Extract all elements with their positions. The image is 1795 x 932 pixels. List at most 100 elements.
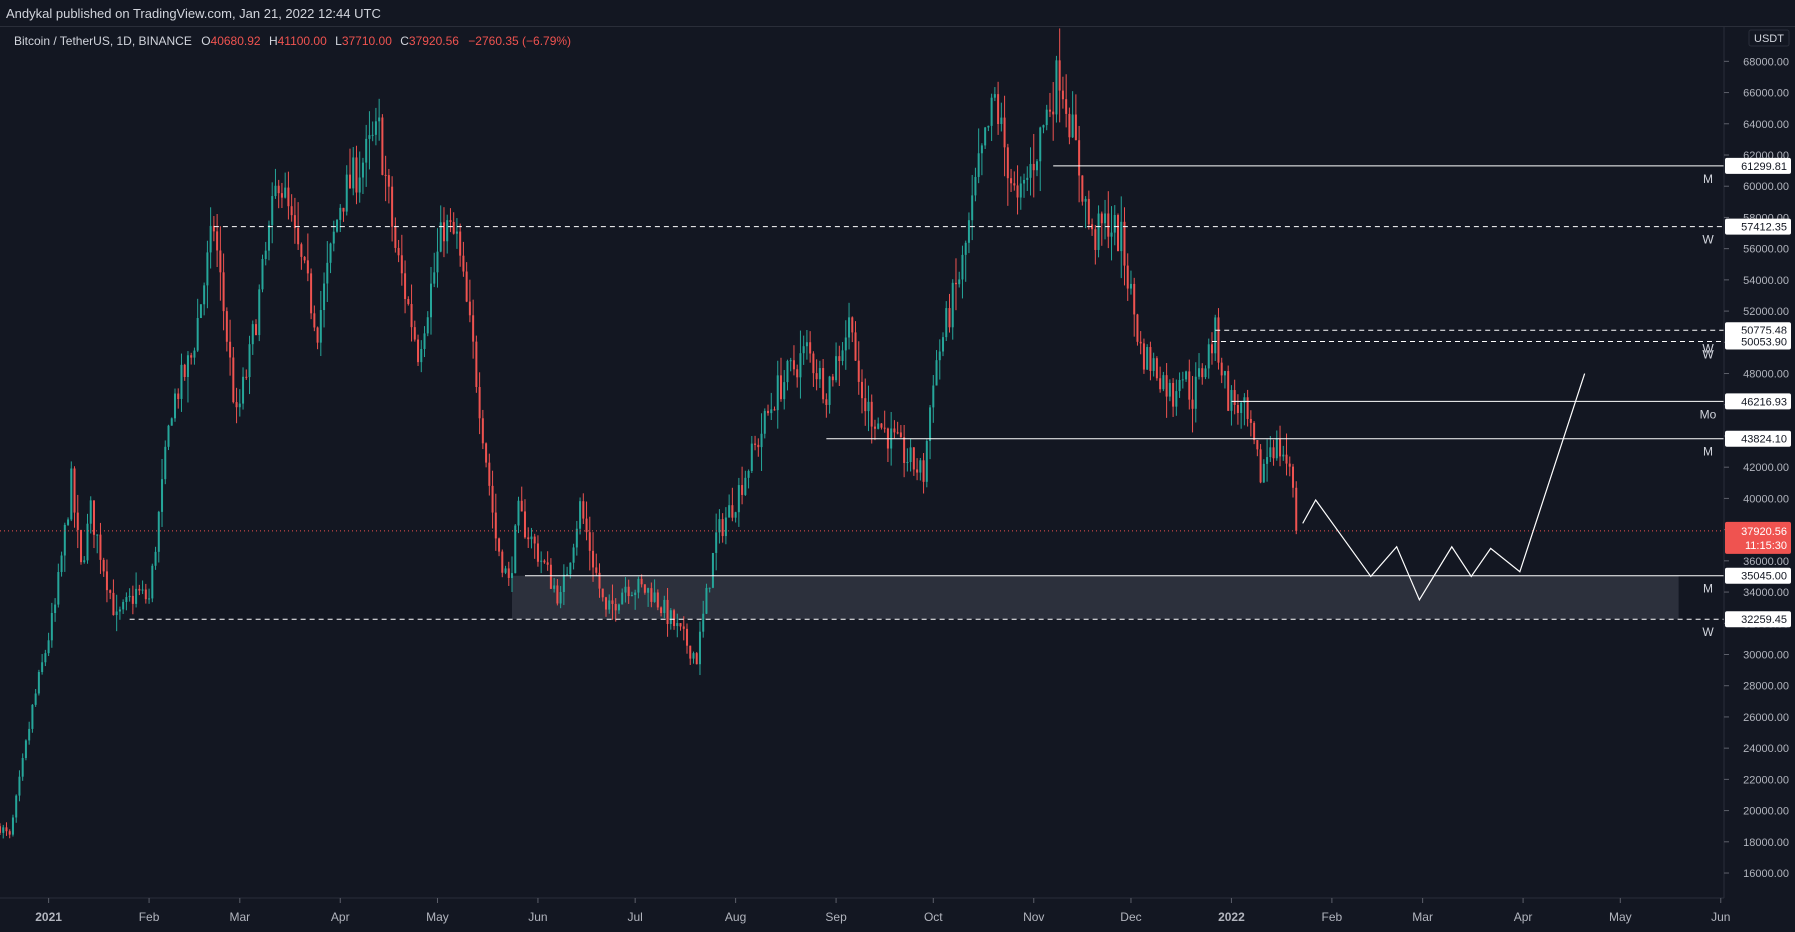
candle xyxy=(329,242,332,274)
level-tag: W xyxy=(1702,342,1714,356)
candle xyxy=(1100,211,1103,246)
candle xyxy=(41,653,44,675)
candle xyxy=(426,311,429,337)
candle xyxy=(744,470,747,496)
candle xyxy=(157,510,160,563)
price-label[interactable]: 61299.81 xyxy=(1725,157,1791,174)
publish-info: Andykal published on TradingView.com, Ja… xyxy=(6,6,381,21)
candle xyxy=(1282,445,1285,461)
candle xyxy=(1097,205,1100,258)
projection-path[interactable] xyxy=(1302,373,1586,602)
price-label[interactable]: 43824.10 xyxy=(1725,430,1791,447)
last-price-label[interactable]: 37920.56 11:15:30 xyxy=(1725,521,1791,554)
candle xyxy=(1188,359,1191,410)
price-tick-label: 54000.00 xyxy=(1743,275,1789,287)
price-label[interactable]: 50053.90 xyxy=(1725,333,1791,350)
ohlc-change: −2760.35 (−6.79%) xyxy=(468,34,571,48)
candle xyxy=(76,494,79,549)
candle xyxy=(1191,375,1194,433)
candle xyxy=(488,453,491,496)
candle xyxy=(251,320,254,355)
candle xyxy=(1048,92,1051,118)
price-tick-label: 60000.00 xyxy=(1743,181,1789,193)
candle xyxy=(536,535,539,567)
candle xyxy=(520,486,523,512)
candle xyxy=(203,282,206,316)
candle xyxy=(1198,353,1201,380)
candle xyxy=(1026,166,1029,192)
price-label[interactable]: 32259.45 xyxy=(1725,611,1791,628)
svg-text:57412.35: 57412.35 xyxy=(1741,222,1787,234)
candle xyxy=(848,302,851,350)
candle xyxy=(1113,205,1116,246)
candle xyxy=(595,553,598,576)
candle xyxy=(1259,444,1262,484)
candle xyxy=(455,218,458,249)
candle xyxy=(248,335,251,395)
time-axis[interactable] xyxy=(0,898,1795,932)
svg-text:35045.00: 35045.00 xyxy=(1741,571,1787,583)
candle xyxy=(229,319,232,376)
candle xyxy=(932,375,935,423)
candle xyxy=(870,394,873,444)
candle xyxy=(1091,218,1094,236)
candle xyxy=(899,425,902,438)
candle xyxy=(1240,401,1243,429)
candle xyxy=(582,493,585,525)
candle xyxy=(1168,379,1171,402)
candle xyxy=(922,453,925,494)
candle xyxy=(925,439,928,488)
candle xyxy=(297,202,300,250)
price-tick-label: 64000.00 xyxy=(1743,119,1789,131)
currency-badge[interactable]: USDT xyxy=(1748,29,1790,47)
candle xyxy=(478,372,481,435)
candle xyxy=(614,598,617,622)
candle xyxy=(763,408,766,439)
candle xyxy=(60,551,63,577)
candle xyxy=(553,577,556,593)
candle xyxy=(731,487,734,522)
candle xyxy=(702,600,705,638)
candle xyxy=(141,580,144,595)
candle xyxy=(1201,363,1204,385)
candle xyxy=(718,509,721,544)
candle xyxy=(1000,102,1003,132)
candle xyxy=(818,360,821,388)
candle xyxy=(138,584,141,596)
candle xyxy=(741,466,744,505)
candle xyxy=(1058,28,1061,123)
price-label[interactable]: 57412.35 xyxy=(1725,218,1791,235)
candle xyxy=(1045,104,1048,131)
candle xyxy=(1204,365,1207,380)
price-label[interactable]: 35045.00 xyxy=(1725,567,1791,584)
candle xyxy=(1104,199,1107,240)
candle xyxy=(1129,270,1132,295)
price-label[interactable]: 46216.93 xyxy=(1725,393,1791,410)
candle xyxy=(316,326,319,350)
candle xyxy=(854,321,857,361)
candle xyxy=(682,616,685,641)
candle xyxy=(105,559,108,603)
candle xyxy=(1035,159,1038,177)
candle xyxy=(365,124,368,187)
candle xyxy=(1120,196,1123,279)
candle xyxy=(287,171,290,220)
candle xyxy=(977,128,980,184)
svg-text:46216.93: 46216.93 xyxy=(1741,396,1787,408)
candle xyxy=(115,594,118,632)
candle xyxy=(342,207,345,222)
candle xyxy=(929,404,932,460)
candle xyxy=(656,589,659,611)
candle xyxy=(352,147,355,196)
candle xyxy=(841,342,844,366)
candle xyxy=(747,469,750,489)
candle xyxy=(945,301,948,342)
candle xyxy=(942,332,945,357)
support-zone[interactable] xyxy=(512,575,1679,620)
candle xyxy=(559,586,562,609)
price-tick-label: 28000.00 xyxy=(1743,681,1789,693)
candle xyxy=(511,556,514,593)
candle xyxy=(711,552,714,589)
